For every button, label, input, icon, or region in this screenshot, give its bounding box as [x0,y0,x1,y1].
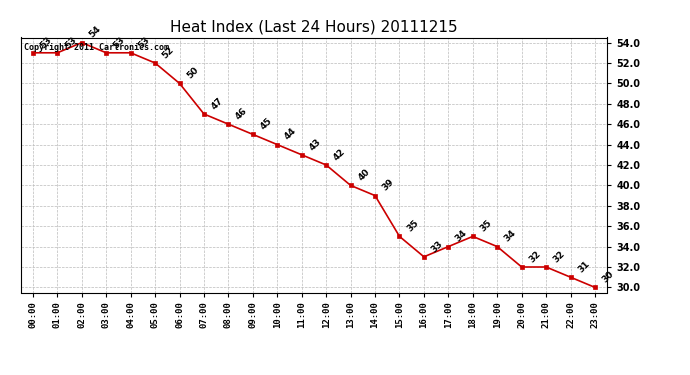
Text: 40: 40 [356,167,371,183]
Text: 35: 35 [405,218,420,234]
Text: 32: 32 [527,249,542,264]
Text: 34: 34 [503,228,518,244]
Text: 54: 54 [88,24,103,40]
Text: 50: 50 [185,66,200,81]
Text: 34: 34 [454,228,469,244]
Text: 43: 43 [307,137,323,152]
Text: 39: 39 [381,177,396,193]
Text: 31: 31 [576,259,591,274]
Text: 53: 53 [39,35,54,50]
Text: 42: 42 [332,147,347,162]
Text: 35: 35 [478,218,493,234]
Text: 53: 53 [136,35,151,50]
Text: 52: 52 [161,45,176,60]
Text: 53: 53 [112,35,127,50]
Text: 46: 46 [234,106,249,122]
Text: 32: 32 [552,249,567,264]
Text: 44: 44 [283,126,298,142]
Text: 45: 45 [259,116,274,132]
Title: Heat Index (Last 24 Hours) 20111215: Heat Index (Last 24 Hours) 20111215 [170,20,457,35]
Text: 47: 47 [210,96,225,111]
Text: 33: 33 [429,239,444,254]
Text: 53: 53 [63,35,78,50]
Text: Copyright 2011 Cartronics.com: Copyright 2011 Cartronics.com [23,43,168,52]
Text: 30: 30 [600,270,615,285]
